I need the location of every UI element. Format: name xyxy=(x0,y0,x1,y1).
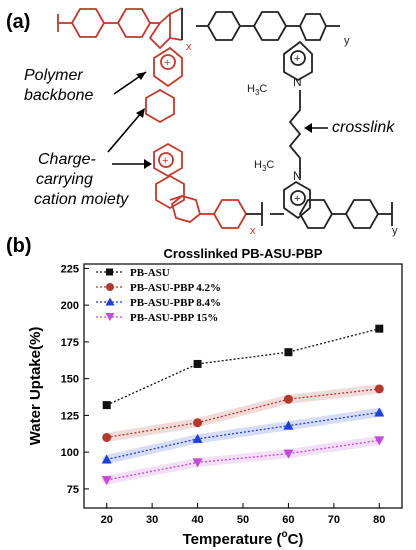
data-point xyxy=(192,458,203,468)
x-axis: 20 30 40 50 60 70 80 xyxy=(101,503,385,526)
y-tick-label: 100 xyxy=(61,447,79,459)
nitrogen-bottom-right: N xyxy=(293,169,302,183)
y-tick-label: 75 xyxy=(67,484,79,496)
annotation-carrying: carrying xyxy=(36,171,93,188)
data-point xyxy=(374,384,384,394)
arrow-cation-1 xyxy=(107,111,143,153)
methyl-top-right: H3C xyxy=(247,83,267,97)
x-axis-label: Temperature (oC) xyxy=(183,529,304,548)
legend-entry-pbp-15: PB-ASU-PBP 15% xyxy=(96,312,218,324)
x-label-bottom: x xyxy=(250,225,256,237)
plus-cation-upper: + xyxy=(164,57,170,69)
x-tick-label: 40 xyxy=(191,514,203,526)
data-point xyxy=(101,476,112,486)
legend: PB-ASU PB-ASU-PBP 4.2% PB-ASU-PBP 8.4% P… xyxy=(96,267,221,324)
data-point xyxy=(374,436,385,446)
y-axis-label: Water Uptake(%) xyxy=(27,327,44,446)
x-tick-label: 30 xyxy=(146,514,158,526)
panel-a: (a) x y + xyxy=(6,7,398,237)
y-axis: 75 100 125 150 175 200 225 xyxy=(61,263,89,496)
methyl-bottom-right: H3C xyxy=(254,159,274,173)
data-point xyxy=(102,401,111,410)
x-tick-label: 60 xyxy=(282,514,294,526)
y-label-bottom: y xyxy=(392,225,398,237)
arrow-crosslink-head xyxy=(304,123,312,133)
panel-a-label: (a) xyxy=(6,11,30,33)
bottom-right-piperidinium xyxy=(283,180,311,220)
data-point xyxy=(192,433,203,443)
plus-top-right: + xyxy=(294,53,300,65)
y-tick-label: 175 xyxy=(61,337,79,349)
data-point xyxy=(374,407,385,417)
chart-title: Crosslinked PB-ASU-PBP xyxy=(164,246,323,261)
top-backbone-black xyxy=(181,8,340,41)
annotation-charge: Charge- xyxy=(38,151,96,168)
nitrogen-top-right: N xyxy=(293,75,302,89)
legend-entry-pbp-8-4: PB-ASU-PBP 8.4% xyxy=(96,297,221,309)
legend-label-pbp-8-4: PB-ASU-PBP 8.4% xyxy=(130,297,221,309)
data-point xyxy=(375,324,384,333)
plus-bottom-right: + xyxy=(294,193,300,205)
legend-label-pbp-15: PB-ASU-PBP 15% xyxy=(130,312,218,324)
arrow-cation-1-head xyxy=(136,108,145,118)
x-tick-label: 50 xyxy=(237,514,249,526)
annotation-polymer: Polymer xyxy=(24,67,83,84)
annotation-cation-moiety: cation moiety xyxy=(34,191,129,208)
y-label-top: y xyxy=(344,35,350,47)
top-backbone-red xyxy=(57,7,183,50)
arrow-cation-2-head xyxy=(144,159,152,169)
data-point xyxy=(101,454,112,464)
y-tick-label: 125 xyxy=(61,410,79,422)
series-line xyxy=(106,328,380,406)
plus-cation-lower: + xyxy=(162,155,168,167)
annotation-backbone: backbone xyxy=(24,87,93,104)
data-point xyxy=(283,449,294,459)
cation-lower-left xyxy=(153,142,185,210)
legend-label-pb-asu: PB-ASU xyxy=(130,267,170,279)
series-line xyxy=(106,439,380,481)
data-point xyxy=(283,420,294,430)
x-tick-label: 80 xyxy=(373,514,385,526)
crosslink-chain xyxy=(288,90,302,178)
y-tick-label: 150 xyxy=(61,374,79,386)
data-point xyxy=(193,359,202,368)
x-tick-label: 20 xyxy=(101,514,113,526)
y-tick-label: 200 xyxy=(61,300,79,312)
bottom-backbone-black xyxy=(246,199,393,229)
series-glow xyxy=(102,407,384,464)
arrow-backbone-head xyxy=(136,72,146,80)
series-layer xyxy=(101,324,385,486)
y-tick-label: 225 xyxy=(61,263,79,275)
x-label-top: x xyxy=(186,41,192,53)
legend-entry-pb-asu: PB-ASU xyxy=(96,267,170,279)
data-point xyxy=(283,394,293,404)
series-glow xyxy=(102,384,384,442)
legend-entry-pbp-4-2: PB-ASU-PBP 4.2% xyxy=(96,282,221,294)
panel-b-label: (b) xyxy=(6,235,32,257)
top-right-piperidinium xyxy=(283,40,313,82)
data-point xyxy=(193,418,203,428)
cation-upper-left xyxy=(145,46,183,124)
data-point xyxy=(284,348,293,357)
panel-b: (b) Crosslinked PB-ASU-PBP 75 100 125 150 17… xyxy=(6,235,403,548)
legend-label-pbp-4-2: PB-ASU-PBP 4.2% xyxy=(130,282,221,294)
data-point xyxy=(102,432,112,442)
x-tick-label: 70 xyxy=(328,514,340,526)
annotation-crosslink: crosslink xyxy=(332,119,395,136)
